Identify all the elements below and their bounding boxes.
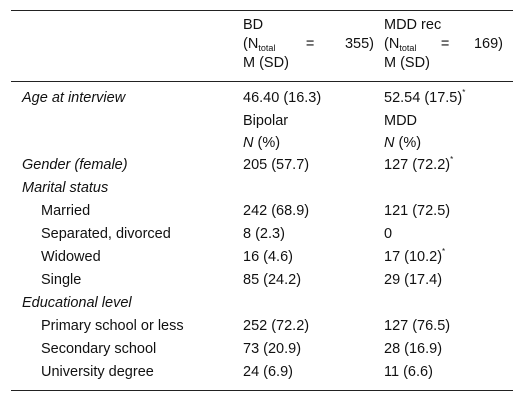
- cell-bd: 242 (68.9): [243, 203, 310, 219]
- cell-bd: 46.40 (16.3): [243, 90, 322, 106]
- row-label: Separated, divorced: [41, 226, 171, 242]
- cell-mdd: 11 (6.6): [382, 361, 513, 391]
- cell-bd: 16 (4.6): [243, 249, 293, 265]
- table-row: Gender (female) 205 (57.7) 127 (72.2)*: [11, 154, 513, 177]
- cell-bd: 85 (24.2): [243, 272, 302, 288]
- header-bd-n-open: (N: [243, 36, 259, 52]
- cell-mdd: 121 (72.5): [384, 203, 451, 219]
- table-row: Single 85 (24.2) 29 (17.4): [11, 269, 513, 292]
- header-mdd-n: 169): [473, 36, 503, 52]
- header-mdd: MDD rec (Ntotal = 169) M (SD): [382, 10, 513, 82]
- subheader-bd-npct: N (%): [243, 135, 281, 151]
- header-bd-n-sub: total: [258, 43, 276, 53]
- cell-bd: 252 (72.2): [243, 318, 310, 334]
- header-bd-ntotal: (Ntotal = 355): [243, 35, 382, 54]
- row-label: Married: [41, 203, 91, 219]
- table-row: University degree 24 (6.9) 11 (6.6): [11, 361, 513, 391]
- cell-bd: 24 (6.9): [241, 361, 382, 391]
- cell-mdd: 17 (10.2)*: [384, 247, 446, 266]
- header-mdd-n-open: (N: [384, 36, 400, 52]
- header-bd-n: 355): [344, 36, 374, 52]
- table-row: N (%) N (%): [11, 132, 513, 154]
- cell-mdd: 0: [384, 226, 393, 242]
- table-row: Married 242 (68.9) 121 (72.5): [11, 200, 513, 223]
- row-label: [11, 132, 241, 154]
- header-mdd-ntotal: (Ntotal = 169): [384, 35, 513, 54]
- subheader-mdd-npct: N (%): [384, 135, 422, 151]
- subheader-bipolar: Bipolar: [243, 113, 289, 129]
- section-label: Educational level: [22, 295, 132, 311]
- table-row: Marital status: [11, 177, 513, 200]
- table-header-row: BD (Ntotal = 355) M (SD) MDD rec (Ntotal…: [11, 10, 513, 82]
- row-label: Secondary school: [41, 341, 157, 357]
- header-mdd-label: MDD rec: [384, 17, 442, 33]
- header-mdd-eq: =: [440, 36, 450, 52]
- cell-bd: 73 (20.9): [243, 341, 302, 357]
- section-label: Marital status: [22, 180, 109, 196]
- row-label: University degree: [11, 361, 241, 391]
- header-bd-label: BD: [243, 17, 264, 33]
- table-row: Age at interview 46.40 (16.3) 52.54 (17.…: [11, 82, 513, 111]
- row-label: Age at interview: [22, 90, 126, 106]
- header-mdd-n-sub: total: [399, 43, 417, 53]
- table-row: Educational level: [11, 292, 513, 315]
- header-mdd-stat: M (SD): [384, 55, 430, 71]
- row-label: [11, 110, 241, 132]
- header-bd: BD (Ntotal = 355) M (SD): [241, 10, 382, 82]
- cell-mdd: 29 (17.4): [384, 272, 443, 288]
- row-label: Primary school or less: [41, 318, 184, 334]
- table-row: Primary school or less 252 (72.2) 127 (7…: [11, 315, 513, 338]
- cell-bd: 205 (57.7): [243, 157, 310, 173]
- header-bd-stat: M (SD): [243, 55, 289, 71]
- demographics-table: BD (Ntotal = 355) M (SD) MDD rec (Ntotal…: [11, 10, 513, 391]
- header-empty-cell: [11, 10, 241, 82]
- table-row: Bipolar MDD: [11, 110, 513, 132]
- row-label: Single: [41, 272, 82, 288]
- cell-mdd: 52.54 (17.5)*: [384, 88, 466, 107]
- subheader-mdd: MDD: [384, 113, 418, 129]
- cell-mdd: 127 (72.2)*: [384, 155, 454, 174]
- table-row: Secondary school 73 (20.9) 28 (16.9): [11, 338, 513, 361]
- header-bd-eq: =: [305, 36, 315, 52]
- row-label: Gender (female): [22, 157, 128, 173]
- cell-bd: 8 (2.3): [243, 226, 285, 242]
- row-label: Widowed: [41, 249, 101, 265]
- cell-mdd: 28 (16.9): [384, 341, 443, 357]
- cell-mdd: 127 (76.5): [384, 318, 451, 334]
- table-row: Separated, divorced 8 (2.3) 0: [11, 223, 513, 246]
- table-row: Widowed 16 (4.6) 17 (10.2)*: [11, 246, 513, 269]
